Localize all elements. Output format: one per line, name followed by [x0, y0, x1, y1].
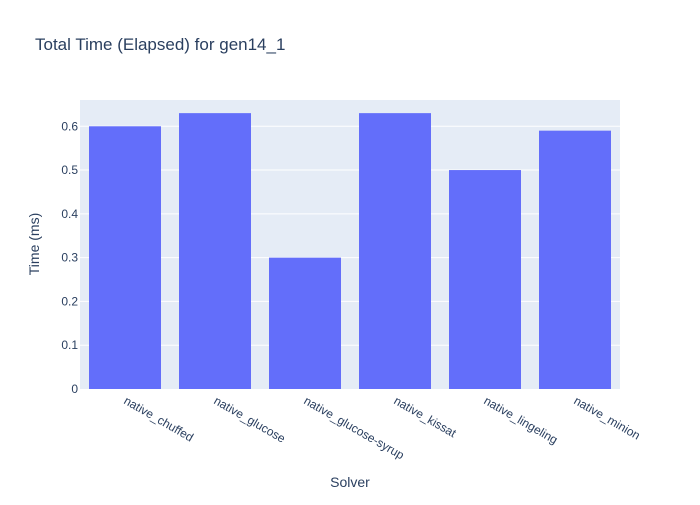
bar-native_chuffed [89, 126, 161, 389]
y-tick-label: 0.2 [61, 294, 78, 308]
x-axis-title: Solver [330, 474, 370, 490]
x-tick-label: native_minion [572, 393, 643, 442]
y-tick-label: 0.1 [61, 338, 78, 352]
bar-native_kissat [359, 113, 431, 390]
plot-area [80, 100, 620, 389]
bars [89, 113, 611, 390]
x-tick-label: native_kissat [392, 393, 460, 440]
y-tick-label: 0.6 [61, 119, 78, 133]
bar-native_glucose-syrup [269, 257, 341, 389]
bar-native_glucose [179, 113, 251, 390]
bar-native_lingeling [449, 170, 521, 389]
x-tick-label: native_chuffed [122, 393, 196, 444]
y-axis-ticks: 0 0.1 0.2 0.3 0.4 0.5 0.6 [61, 119, 78, 396]
y-tick-label: 0.3 [61, 251, 78, 265]
y-axis-title: Time (ms) [26, 213, 42, 275]
bar-native_minion [539, 130, 611, 389]
y-tick-label: 0.4 [61, 207, 78, 221]
y-tick-label: 0.5 [61, 163, 78, 177]
x-tick-label: native_lingeling [482, 393, 561, 446]
gridlines [80, 125, 620, 346]
y-tick-label: 0 [71, 382, 78, 396]
x-axis-ticks: native_chuffed native_glucose native_gluco… [122, 393, 643, 462]
x-tick-label: native_glucose [212, 393, 289, 445]
x-tick-label: native_glucose-syrup [302, 393, 407, 462]
chart-title: Total Time (Elapsed) for gen14_1 [35, 35, 285, 54]
